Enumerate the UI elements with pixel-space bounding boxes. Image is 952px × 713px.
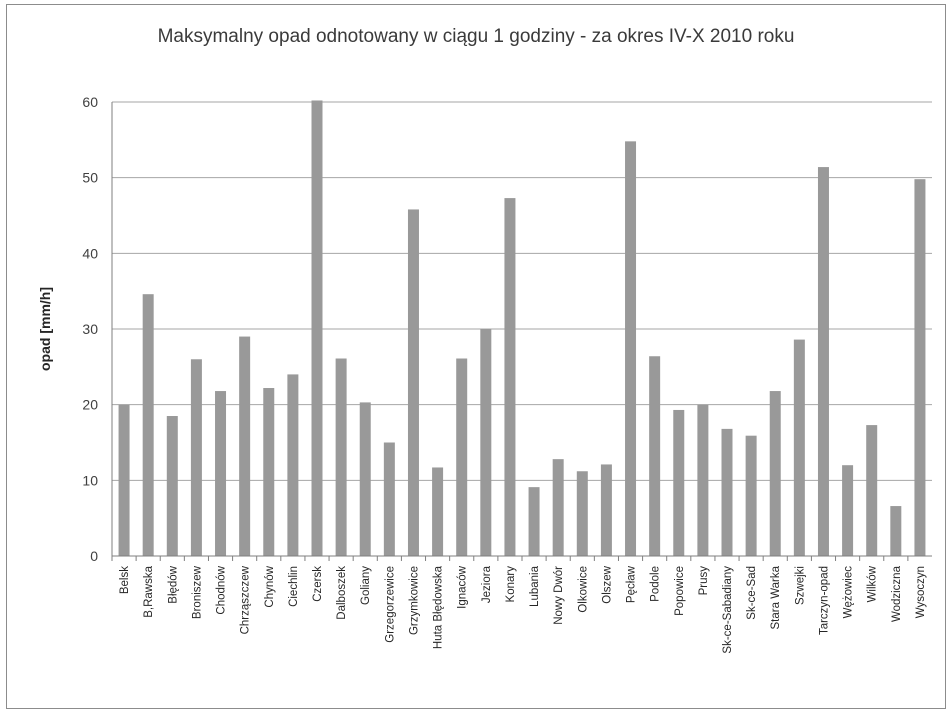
- bar: [456, 358, 468, 556]
- x-tick-label: Chrząszczew: [240, 565, 252, 634]
- bar: [721, 428, 733, 556]
- bar: [263, 388, 275, 556]
- x-tick-label: Prusy: [698, 566, 710, 596]
- bar: [287, 374, 299, 556]
- bar: [890, 506, 902, 556]
- bar: [383, 442, 395, 556]
- x-tick-label: Popowice: [674, 566, 686, 616]
- x-tick-label: Chodnów: [216, 565, 228, 614]
- x-tick-label: Dalboszek: [336, 566, 348, 620]
- bar: [793, 339, 805, 556]
- x-tick-label: Podole: [650, 566, 662, 602]
- x-tick-label: Ciechlin: [288, 566, 300, 607]
- x-tick-label: Jeziora: [481, 565, 493, 603]
- bar: [600, 464, 612, 556]
- y-tick-label: 40: [82, 245, 98, 261]
- gridlines: [112, 101, 932, 481]
- bar: [407, 209, 419, 557]
- bar: [359, 402, 371, 556]
- x-tick-label: Goliany: [360, 566, 372, 605]
- x-tick-label: Broniszew: [191, 565, 203, 619]
- y-tick-label: 50: [82, 170, 98, 186]
- bar: [914, 179, 926, 556]
- bar: [335, 358, 347, 556]
- x-tick-label: Chynów: [264, 565, 276, 607]
- chart-title: Maksymalny opad odnotowany w ciągu 1 god…: [157, 26, 795, 47]
- y-tick-label: 60: [82, 94, 98, 110]
- x-tick-label: Błędów: [167, 565, 179, 603]
- x-tick-label: Tarczyn-opad: [818, 566, 830, 635]
- x-tick-label: Olkowice: [577, 566, 589, 613]
- x-tick-label: Sk-ce-Sad: [746, 566, 758, 620]
- bar: [190, 359, 202, 556]
- bar: [142, 294, 154, 556]
- x-tick-label: Pęcław: [626, 565, 638, 603]
- x-tick-label: Huta Błędowska: [433, 565, 445, 649]
- x-tick-label: Belsk: [119, 566, 131, 594]
- y-tick-label: 0: [90, 548, 98, 564]
- bar: [745, 435, 757, 556]
- bar: [118, 404, 130, 556]
- x-tick-label: Olszew: [601, 565, 613, 603]
- bar: [769, 391, 781, 556]
- y-axis-title: opad [mm/h]: [37, 287, 53, 371]
- x-tick-label: Grzegorzewice: [384, 566, 396, 643]
- bar: [576, 471, 588, 556]
- y-tick-label: 30: [82, 321, 98, 337]
- bar: [432, 467, 444, 556]
- x-tick-labels: Belsk B,Rawska Błędów Broniszew Chodnów Chrzą…: [111, 556, 927, 654]
- x-tick-label: Wilków: [867, 565, 879, 602]
- x-tick-label: B,Rawska: [143, 565, 155, 617]
- x-tick-label: Szwejki: [794, 566, 806, 605]
- bar: [673, 409, 685, 556]
- bar: [817, 167, 829, 556]
- bar: [311, 100, 323, 556]
- bar: [625, 141, 637, 556]
- bar: [866, 425, 878, 556]
- bar: [649, 356, 661, 556]
- bar: [166, 416, 178, 556]
- x-tick-label: Wysoczyn: [915, 566, 927, 618]
- x-tick-label: Grzymkowice: [408, 566, 420, 635]
- y-tick-label: 10: [82, 472, 98, 488]
- x-tick-label: Ignaców: [457, 565, 469, 609]
- chart-frame: [6, 4, 946, 709]
- bar: [215, 391, 227, 556]
- x-tick-label: Lubania: [529, 565, 541, 607]
- x-tick-label: Stara Warka: [770, 565, 782, 629]
- x-tick-label: Nowy Dwór: [553, 566, 565, 625]
- x-tick-label: Sk-ce-Sabadiany: [722, 566, 734, 654]
- bar: [239, 336, 251, 556]
- bar: [697, 404, 709, 556]
- bar: [552, 459, 564, 556]
- bar: [480, 329, 492, 556]
- bar: [528, 487, 540, 556]
- x-tick-label: Konary: [505, 566, 517, 603]
- x-tick-label: Wężowiec: [843, 566, 855, 619]
- x-tick-label: Wodziczna: [891, 565, 903, 622]
- bars: [118, 100, 926, 557]
- y-tick-label: 20: [82, 397, 98, 413]
- y-tick-labels: 0 10 20 30 40 50 60: [82, 94, 98, 564]
- bar: [842, 465, 854, 556]
- bar: [504, 198, 516, 556]
- x-tick-label: Czersk: [312, 566, 324, 602]
